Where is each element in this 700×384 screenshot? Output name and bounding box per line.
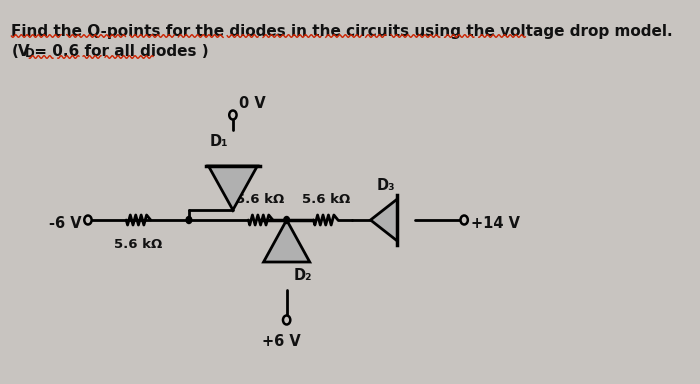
Text: 5.6 kΩ: 5.6 kΩ (302, 193, 350, 206)
Polygon shape (209, 166, 258, 210)
Circle shape (461, 215, 468, 225)
Circle shape (283, 316, 290, 324)
Text: D₂: D₂ (293, 268, 312, 283)
Circle shape (229, 111, 237, 119)
Text: 5.6 kΩ: 5.6 kΩ (114, 238, 162, 251)
Polygon shape (264, 220, 309, 262)
Text: 5.6 kΩ: 5.6 kΩ (237, 193, 285, 206)
Text: +6 V: +6 V (262, 334, 301, 349)
Text: Find the Q-points for the diodes in the circuits using the voltage drop model.: Find the Q-points for the diodes in the … (11, 24, 673, 39)
Text: 0 V: 0 V (239, 96, 266, 111)
Text: -6 V: -6 V (49, 217, 81, 232)
Text: (V: (V (11, 44, 30, 59)
Circle shape (284, 217, 290, 223)
Polygon shape (370, 199, 398, 241)
Text: D₁: D₁ (210, 134, 229, 149)
Text: D: D (25, 47, 34, 60)
Circle shape (186, 217, 192, 223)
Text: = 0.6 for all diodes ): = 0.6 for all diodes ) (29, 44, 209, 59)
Text: +14 V: +14 V (470, 217, 519, 232)
Circle shape (84, 215, 92, 225)
Text: D₃: D₃ (377, 178, 395, 193)
